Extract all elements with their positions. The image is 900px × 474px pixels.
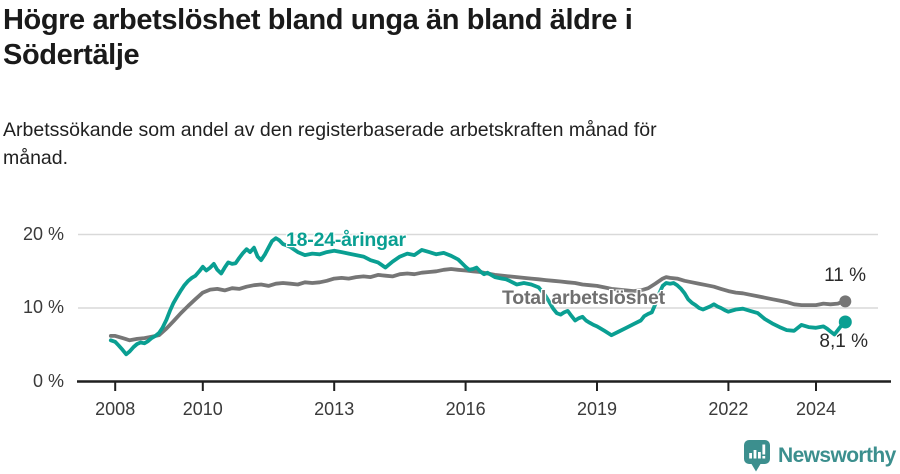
x-tick-label: 2013 [314, 399, 355, 419]
end-value-label-youth: 8,1 % [819, 331, 868, 352]
series-line-total [108, 267, 848, 343]
chart-subtitle: Arbetssökande som andel av den registerb… [3, 119, 657, 169]
series-end-dot-total [839, 295, 852, 308]
exclamation-mark-icon [762, 444, 766, 455]
x-tick-label: 2016 [445, 399, 486, 419]
end-value-label-total: 11 % [824, 265, 866, 286]
newsworthy-logo-icon [744, 440, 770, 472]
bar-icon-1 [749, 453, 752, 459]
x-tick-label: 2022 [708, 399, 749, 419]
series-label-youth: 18-24-åringar [286, 229, 406, 251]
brand-name: Newsworthy [778, 444, 896, 467]
exclamation-dot-icon [762, 456, 766, 459]
x-tick-label: 2008 [95, 399, 136, 419]
x-tick-label: 2019 [576, 399, 618, 419]
y-tick-label: 20 % [22, 223, 64, 244]
bar-icon-3 [758, 452, 761, 459]
x-tick-label: 2024 [795, 399, 837, 419]
y-tick-label: 10 % [22, 297, 64, 317]
speech-bubble-shape [744, 440, 770, 472]
y-tick-label: 0 % [32, 370, 64, 391]
x-tick-label: 2010 [182, 399, 223, 419]
bar-icon-2 [753, 450, 757, 459]
series-label-total: Total arbetslöshet [502, 287, 665, 309]
series-end-dot-youth [838, 315, 852, 329]
series-line-youth [108, 236, 848, 357]
page-title: Högre arbetslöshet bland unga än bland ä… [3, 4, 633, 71]
